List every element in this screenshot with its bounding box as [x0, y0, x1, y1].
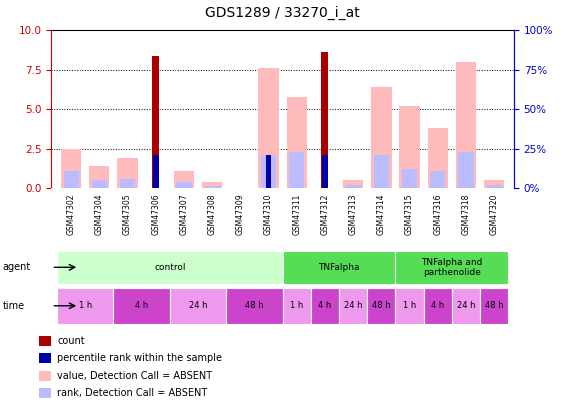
Text: TNFalpha: TNFalpha: [318, 263, 360, 272]
Bar: [283, 251, 396, 284]
Bar: [39, 371, 51, 381]
Text: rank, Detection Call = ABSENT: rank, Detection Call = ABSENT: [57, 388, 208, 399]
Text: GSM47304: GSM47304: [95, 193, 104, 235]
Bar: [459, 152, 473, 188]
Bar: [114, 288, 170, 324]
Text: control: control: [154, 263, 186, 272]
Bar: [204, 186, 220, 188]
Text: GSM47309: GSM47309: [236, 193, 245, 235]
Text: GSM47313: GSM47313: [349, 193, 357, 234]
Bar: [339, 288, 367, 324]
Text: GSM47314: GSM47314: [377, 193, 386, 234]
Text: GSM47316: GSM47316: [433, 193, 443, 234]
Bar: [322, 155, 328, 188]
Text: value, Detection Call = ABSENT: value, Detection Call = ABSENT: [57, 371, 212, 381]
Text: GSM47305: GSM47305: [123, 193, 132, 235]
Bar: [428, 128, 448, 188]
Bar: [289, 152, 304, 188]
Text: GSM47307: GSM47307: [179, 193, 188, 235]
Bar: [120, 179, 135, 188]
Text: 24 h: 24 h: [189, 301, 207, 310]
Bar: [456, 62, 476, 188]
Bar: [396, 251, 508, 284]
Bar: [118, 158, 138, 188]
Text: 24 h: 24 h: [344, 301, 363, 310]
Bar: [39, 336, 51, 346]
Bar: [259, 68, 279, 188]
Text: GDS1289 / 33270_i_at: GDS1289 / 33270_i_at: [205, 6, 360, 20]
Bar: [226, 288, 283, 324]
Text: count: count: [57, 336, 85, 346]
Bar: [61, 149, 81, 188]
Bar: [153, 155, 159, 188]
Bar: [287, 97, 307, 188]
Text: 4 h: 4 h: [318, 301, 332, 310]
Text: GSM47306: GSM47306: [151, 193, 160, 235]
Text: GSM47318: GSM47318: [461, 193, 471, 234]
Bar: [402, 169, 417, 188]
Text: GSM47308: GSM47308: [208, 193, 216, 234]
Text: GSM47302: GSM47302: [67, 193, 75, 234]
Bar: [367, 288, 396, 324]
Bar: [430, 171, 445, 188]
Bar: [343, 181, 363, 188]
Text: percentile rank within the sample: percentile rank within the sample: [57, 353, 222, 363]
Bar: [63, 171, 79, 188]
Text: 48 h: 48 h: [372, 301, 391, 310]
Text: GSM47311: GSM47311: [292, 193, 301, 234]
Text: 4 h: 4 h: [431, 301, 444, 310]
Text: 1 h: 1 h: [403, 301, 416, 310]
Bar: [424, 288, 452, 324]
Bar: [261, 155, 276, 188]
Text: GSM47320: GSM47320: [490, 193, 498, 234]
Text: 1 h: 1 h: [290, 301, 303, 310]
Bar: [92, 181, 107, 188]
Bar: [371, 87, 392, 188]
Text: GSM47312: GSM47312: [320, 193, 329, 234]
Bar: [399, 106, 420, 188]
Bar: [452, 288, 480, 324]
Bar: [374, 155, 389, 188]
Bar: [283, 288, 311, 324]
Text: 48 h: 48 h: [245, 301, 264, 310]
Bar: [480, 288, 508, 324]
Bar: [266, 155, 271, 188]
Bar: [57, 288, 114, 324]
Bar: [396, 288, 424, 324]
Text: time: time: [3, 301, 25, 311]
Text: GSM47315: GSM47315: [405, 193, 414, 234]
Text: GSM47310: GSM47310: [264, 193, 273, 234]
Bar: [39, 353, 51, 363]
Bar: [484, 181, 504, 188]
Text: 48 h: 48 h: [485, 301, 504, 310]
Text: TNFalpha and
parthenolide: TNFalpha and parthenolide: [421, 258, 482, 277]
Bar: [176, 182, 191, 188]
Bar: [321, 53, 328, 188]
Bar: [39, 388, 51, 399]
Bar: [202, 182, 222, 188]
Bar: [174, 171, 194, 188]
Text: 24 h: 24 h: [457, 301, 475, 310]
Bar: [152, 55, 159, 188]
Bar: [486, 185, 502, 188]
Text: 1 h: 1 h: [79, 301, 92, 310]
Bar: [170, 288, 226, 324]
Bar: [89, 166, 110, 188]
Bar: [311, 288, 339, 324]
Text: agent: agent: [3, 262, 31, 272]
Bar: [345, 185, 361, 188]
Bar: [57, 251, 283, 284]
Text: 4 h: 4 h: [135, 301, 148, 310]
